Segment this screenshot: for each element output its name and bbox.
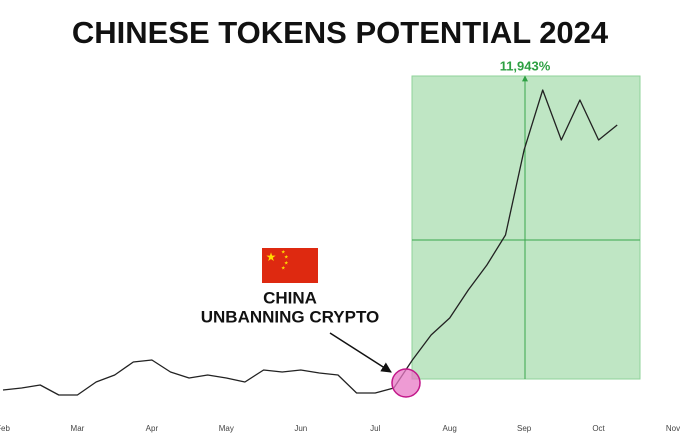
arrow [329,332,392,373]
x-tick-label: Apr [146,424,159,433]
x-tick-label: May [219,424,234,433]
svg-text:★: ★ [284,254,289,260]
price-line [2,89,618,396]
x-tick-label: Aug [443,424,457,433]
chart-title: CHINESE TOKENS POTENTIAL 2024 [72,15,609,50]
svg-text:★: ★ [284,260,289,266]
annotation-line1: CHINA [263,288,317,307]
svg-text:★: ★ [266,250,277,264]
x-tick-label: Jul [370,424,380,433]
gain-zone [411,75,641,380]
x-tick-label: Sep [517,424,532,433]
x-tick-label: Oct [592,424,605,433]
x-tick-label: Mar [71,424,85,433]
svg-text:★: ★ [281,265,286,271]
svg-text:★: ★ [281,249,286,255]
annotation-line2: UNBANNING CRYPTO [201,307,380,326]
x-tick-label: Nov [666,424,680,433]
x-tick-label: Jun [294,424,307,433]
highlight-circle [391,368,421,398]
china-flag: ★ ★ ★ ★ ★ [262,248,318,283]
gain-label: 11,943% [500,58,551,73]
x-tick-label: Feb [0,424,10,433]
